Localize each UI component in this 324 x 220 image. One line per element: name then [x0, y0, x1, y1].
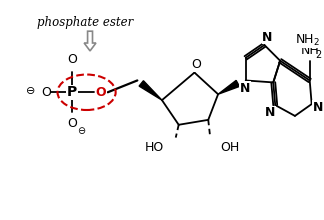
Text: ⊖: ⊖ [26, 86, 36, 96]
Text: O: O [67, 117, 77, 130]
Text: NH: NH [300, 44, 319, 57]
Text: NH$_2$: NH$_2$ [295, 33, 320, 48]
Text: N: N [312, 101, 323, 114]
FancyArrow shape [84, 31, 96, 51]
Text: ⊖: ⊖ [77, 126, 85, 136]
Text: N: N [265, 106, 275, 119]
Text: P: P [67, 85, 77, 99]
Text: O: O [191, 58, 201, 71]
Polygon shape [218, 80, 239, 94]
Text: O: O [96, 86, 106, 99]
Polygon shape [139, 81, 162, 100]
Text: HO: HO [145, 141, 164, 154]
Text: N: N [239, 82, 250, 95]
Text: N: N [262, 31, 272, 44]
Text: 2: 2 [316, 50, 322, 60]
Text: O: O [41, 86, 51, 99]
Text: O: O [67, 53, 77, 66]
Text: OH: OH [220, 141, 239, 154]
Text: phosphate ester: phosphate ester [37, 16, 133, 29]
